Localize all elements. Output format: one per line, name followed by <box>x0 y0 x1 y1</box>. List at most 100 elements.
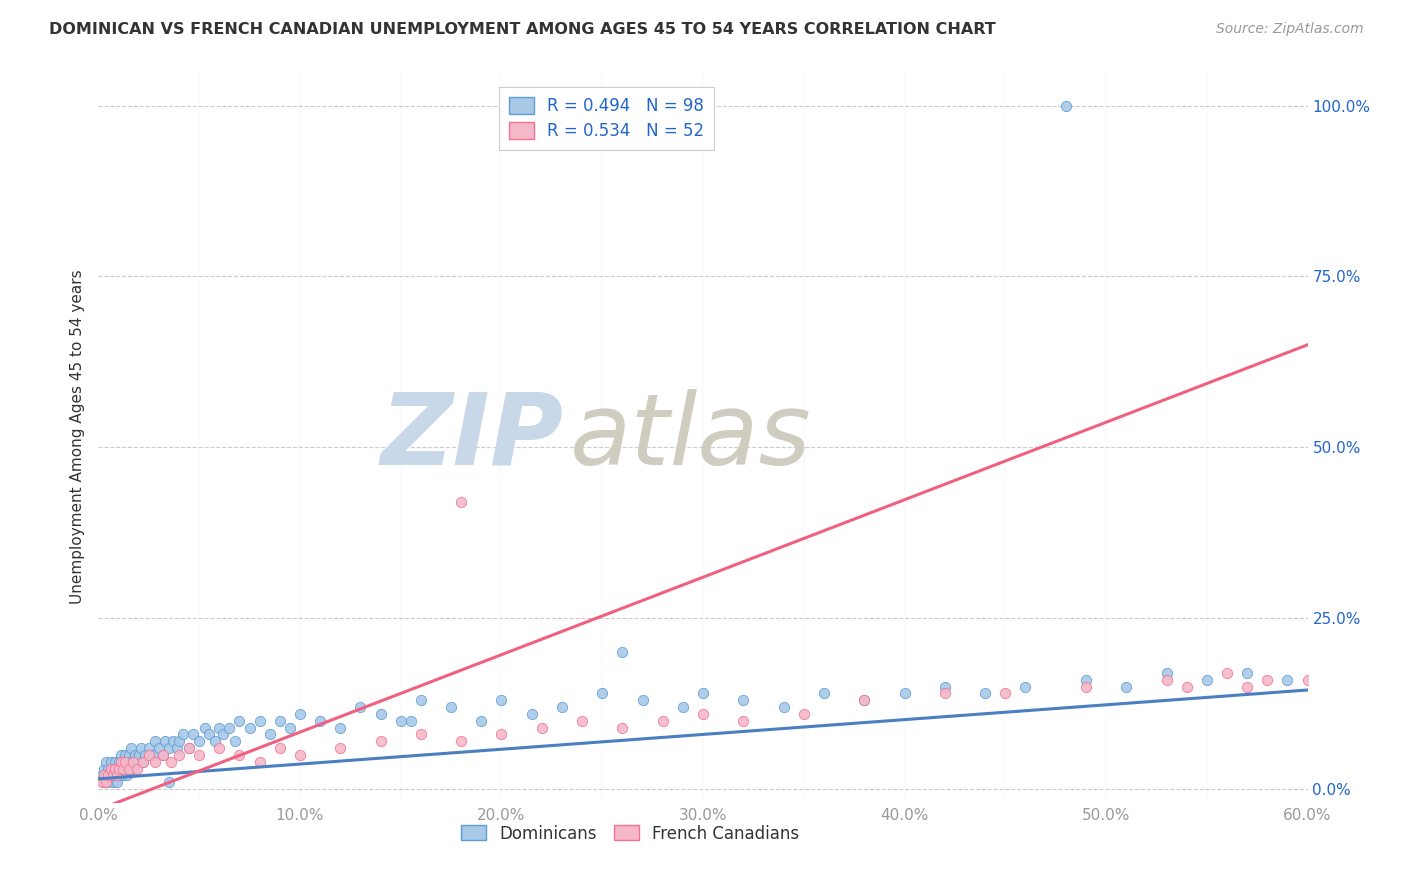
Point <box>224 734 246 748</box>
Point <box>450 495 472 509</box>
Point <box>107 755 129 769</box>
Point <box>114 762 136 776</box>
Point <box>288 747 311 762</box>
Point <box>1256 673 1278 687</box>
Point <box>111 768 134 782</box>
Point <box>1236 665 1258 680</box>
Point <box>172 727 194 741</box>
Point <box>100 755 122 769</box>
Point <box>491 727 513 741</box>
Point <box>1316 665 1339 680</box>
Point <box>772 700 794 714</box>
Legend: Dominicans, French Canadians: Dominicans, French Canadians <box>454 818 806 849</box>
Point <box>1156 665 1178 680</box>
Point <box>114 747 136 762</box>
Point <box>813 686 835 700</box>
Point <box>370 706 392 721</box>
Point <box>107 768 129 782</box>
Point <box>134 747 156 762</box>
Point <box>1216 665 1239 680</box>
Text: Source: ZipAtlas.com: Source: ZipAtlas.com <box>1216 22 1364 37</box>
Point <box>612 645 634 659</box>
Point <box>259 727 281 741</box>
Point <box>399 714 422 728</box>
Point <box>934 680 956 694</box>
Point <box>1014 680 1036 694</box>
Point <box>110 747 132 762</box>
Point <box>218 721 240 735</box>
Point <box>204 734 226 748</box>
Point <box>692 706 714 721</box>
Point <box>115 768 138 782</box>
Point <box>1195 673 1218 687</box>
Point <box>100 762 122 776</box>
Point <box>166 741 188 756</box>
Point <box>125 755 148 769</box>
Point <box>440 700 463 714</box>
Point <box>115 755 138 769</box>
Point <box>1277 673 1299 687</box>
Point <box>167 747 190 762</box>
Point <box>118 747 141 762</box>
Point <box>1337 98 1360 112</box>
Point <box>853 693 876 707</box>
Point <box>91 768 114 782</box>
Point <box>100 768 122 782</box>
Point <box>110 755 132 769</box>
Point <box>125 762 148 776</box>
Point <box>93 775 115 789</box>
Point <box>974 686 997 700</box>
Point <box>1236 680 1258 694</box>
Point <box>1337 105 1360 120</box>
Point <box>612 721 634 735</box>
Point <box>153 734 176 748</box>
Point <box>733 693 755 707</box>
Point <box>101 775 124 789</box>
Text: DOMINICAN VS FRENCH CANADIAN UNEMPLOYMENT AMONG AGES 45 TO 54 YEARS CORRELATION : DOMINICAN VS FRENCH CANADIAN UNEMPLOYMEN… <box>49 22 995 37</box>
Point <box>162 734 184 748</box>
Point <box>96 768 118 782</box>
Point <box>733 714 755 728</box>
Point <box>118 762 141 776</box>
Point <box>179 741 201 756</box>
Point <box>111 762 134 776</box>
Point <box>152 747 174 762</box>
Point <box>188 747 211 762</box>
Point <box>249 755 271 769</box>
Point <box>103 755 125 769</box>
Point <box>124 747 146 762</box>
Point <box>111 755 134 769</box>
Point <box>530 721 553 735</box>
Point <box>1074 673 1097 687</box>
Point <box>114 755 136 769</box>
Point <box>138 747 160 762</box>
Point <box>409 693 432 707</box>
Point <box>278 721 301 735</box>
Point <box>1156 673 1178 687</box>
Point <box>672 700 695 714</box>
Point <box>101 768 124 782</box>
Point <box>269 741 291 756</box>
Point <box>571 714 593 728</box>
Point <box>105 762 128 776</box>
Point <box>118 762 141 776</box>
Point <box>105 768 128 782</box>
Point <box>97 762 120 776</box>
Point <box>148 741 170 756</box>
Point <box>309 714 332 728</box>
Point <box>994 686 1017 700</box>
Point <box>120 741 142 756</box>
Point <box>470 714 492 728</box>
Point <box>1175 680 1198 694</box>
Point <box>105 775 128 789</box>
Point <box>167 734 190 748</box>
Point <box>110 762 132 776</box>
Point <box>591 686 613 700</box>
Point <box>288 706 311 721</box>
Point <box>132 755 155 769</box>
Point <box>132 755 155 769</box>
Text: atlas: atlas <box>569 389 811 485</box>
Point <box>91 775 114 789</box>
Point <box>1115 680 1137 694</box>
Point <box>934 686 956 700</box>
